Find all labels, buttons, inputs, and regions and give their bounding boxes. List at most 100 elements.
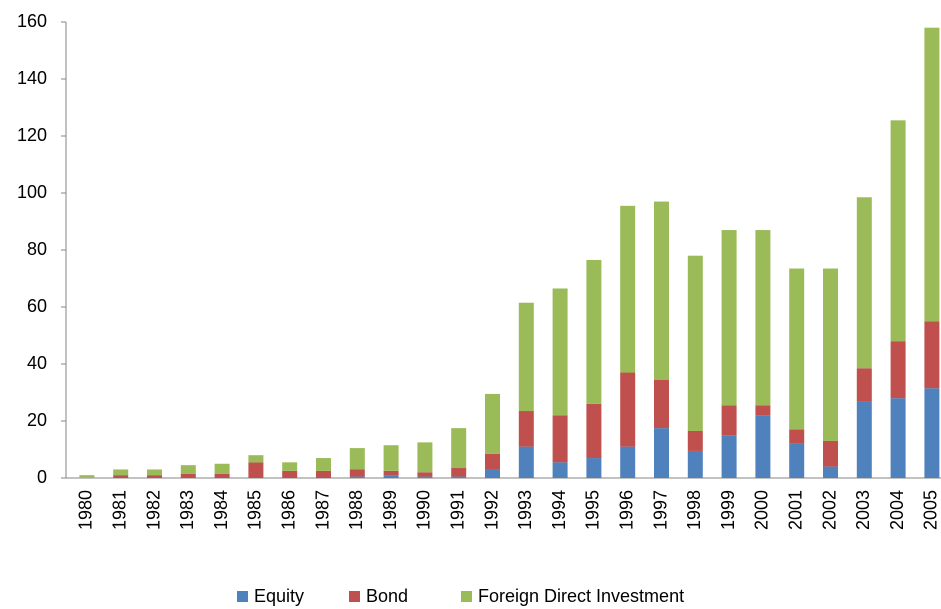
x-tick-label: 1998 — [684, 490, 704, 530]
bar-segment — [856, 401, 872, 478]
bar-segment — [518, 302, 534, 412]
x-tick-label: 2001 — [785, 490, 805, 530]
x-tick-label: 2004 — [887, 490, 907, 530]
legend-label: Equity — [254, 586, 304, 606]
y-tick-label: 160 — [17, 11, 47, 31]
bar-segment — [485, 453, 500, 470]
bar-segment — [214, 473, 230, 478]
bar-segment — [687, 450, 703, 478]
bar-segment — [789, 443, 805, 478]
bar-segment — [586, 458, 602, 478]
bar-segment — [147, 469, 162, 476]
legend-swatch — [461, 591, 472, 602]
y-tick-label: 100 — [17, 182, 47, 202]
legend-label: Foreign Direct Investment — [478, 586, 684, 606]
bar-segment — [417, 442, 433, 473]
x-tick-label: 1983 — [177, 490, 197, 530]
x-tick-label: 2000 — [752, 490, 772, 530]
bar-segment — [248, 455, 264, 463]
bar-segment — [586, 259, 602, 404]
bar-segment — [924, 27, 940, 322]
bar-segment — [214, 463, 230, 474]
y-tick-label: 40 — [27, 353, 47, 373]
bar-segment — [687, 430, 703, 451]
x-tick-label: 1990 — [414, 490, 434, 530]
x-tick-label: 1995 — [583, 490, 603, 530]
bar-segment — [721, 435, 737, 478]
bar-segment — [113, 475, 129, 478]
bar-segment — [282, 462, 298, 471]
bar-segment — [755, 230, 771, 406]
bar-segment — [518, 411, 534, 447]
bar-segment — [823, 440, 838, 467]
x-tick-label: 1994 — [549, 490, 569, 530]
bar-segment — [248, 462, 264, 478]
x-tick-label: 1981 — [109, 490, 129, 530]
x-tick-label: 2005 — [921, 490, 941, 530]
bar-segment — [620, 372, 636, 447]
bar-segment — [620, 205, 636, 373]
bar-segment — [890, 398, 906, 478]
x-tick-label: 1984 — [211, 490, 231, 530]
y-tick-label: 80 — [27, 239, 47, 259]
bar-segment — [924, 388, 940, 478]
bar-segment — [316, 458, 331, 471]
bar-segment — [552, 415, 568, 463]
bar-segment — [79, 475, 95, 478]
bar-segment — [856, 368, 872, 402]
x-tick-label: 1987 — [312, 490, 332, 530]
bar-segment — [180, 473, 196, 478]
bar-segment — [856, 197, 872, 369]
legend-swatch — [237, 591, 248, 602]
bar-segment — [890, 120, 906, 342]
bar-segment — [485, 469, 500, 478]
legend-label: Bond — [366, 586, 408, 606]
bar-segment — [282, 470, 298, 478]
x-tick-label: 1980 — [76, 490, 96, 530]
bar-segment — [147, 475, 162, 478]
bar-segment — [316, 470, 331, 478]
bar-segment — [349, 476, 365, 478]
bar-segment — [417, 472, 433, 477]
x-tick-label: 1988 — [346, 490, 366, 530]
bar-segment — [721, 230, 737, 406]
bar-segment — [451, 476, 467, 478]
bar-segment — [823, 268, 838, 441]
x-tick-label: 2003 — [853, 490, 873, 530]
bar-segment — [620, 446, 636, 478]
y-tick-label: 60 — [27, 296, 47, 316]
bar-segment — [383, 470, 399, 476]
y-tick-label: 0 — [37, 467, 47, 487]
bar-segment — [924, 321, 940, 389]
bar-segment — [113, 469, 129, 476]
bar-segment — [451, 468, 467, 477]
y-tick-label: 140 — [17, 68, 47, 88]
bar-segment — [823, 466, 838, 478]
x-tick-label: 1989 — [380, 490, 400, 530]
x-tick-label: 1986 — [278, 490, 298, 530]
x-tick-label: 1996 — [616, 490, 636, 530]
bar-segment — [755, 405, 771, 416]
bar-segment — [349, 469, 365, 477]
y-tick-label: 20 — [27, 410, 47, 430]
bar-segment — [789, 429, 805, 444]
bar-segment — [485, 393, 500, 454]
bar-segment — [417, 476, 433, 478]
bar-segment — [518, 446, 534, 478]
bar-segment — [789, 268, 805, 430]
bar-segment — [755, 415, 771, 478]
x-tick-label: 1982 — [143, 490, 163, 530]
bar-segment — [586, 403, 602, 459]
bar-segment — [552, 288, 568, 416]
bar-segment — [552, 462, 568, 478]
x-tick-label: 2002 — [819, 490, 839, 530]
bar-segment — [654, 379, 669, 429]
bar-segment — [383, 445, 399, 471]
bar-segment — [180, 465, 196, 474]
x-tick-label: 1992 — [481, 490, 501, 530]
bar-segment — [721, 405, 737, 436]
legend-swatch — [349, 591, 360, 602]
bar-segment — [654, 201, 669, 380]
bar-segment — [383, 475, 399, 478]
